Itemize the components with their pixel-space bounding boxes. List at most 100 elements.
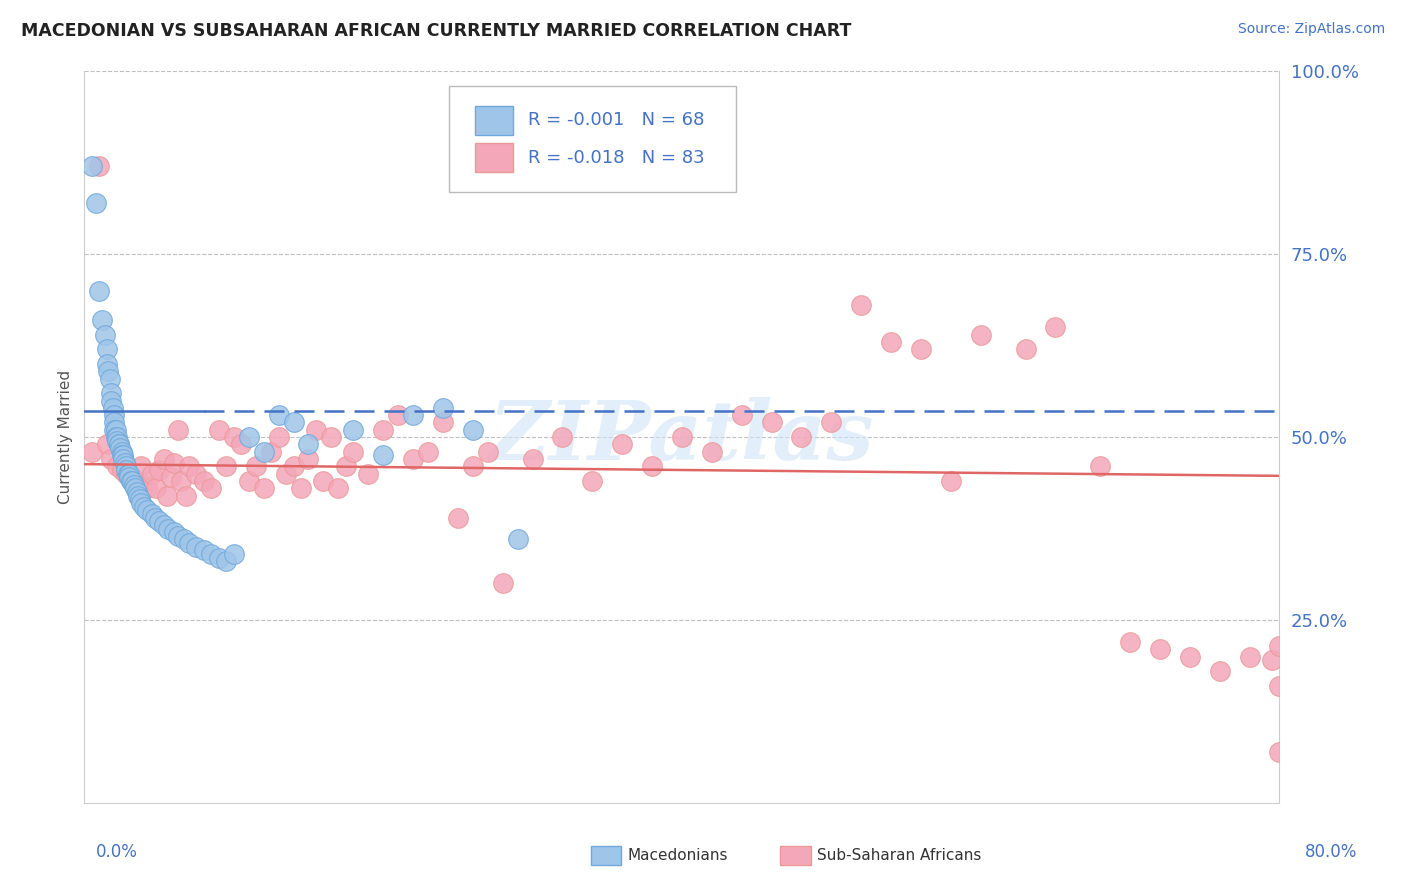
- Point: [319, 430, 342, 444]
- Point: [128, 492, 150, 507]
- Text: 0.0%: 0.0%: [96, 843, 138, 861]
- Point: [86, 196, 108, 211]
- Point: [790, 430, 813, 444]
- Point: [522, 452, 544, 467]
- Point: [238, 474, 260, 488]
- Point: [121, 470, 143, 484]
- Point: [342, 423, 364, 437]
- Point: [910, 343, 932, 357]
- Point: [104, 423, 127, 437]
- Point: [115, 459, 138, 474]
- Point: [132, 477, 156, 491]
- Point: [105, 434, 128, 448]
- Point: [177, 536, 200, 550]
- Point: [125, 474, 148, 488]
- Point: [880, 334, 903, 349]
- Point: [416, 444, 439, 458]
- Point: [114, 456, 136, 470]
- Point: [110, 441, 132, 455]
- Point: [96, 437, 118, 451]
- Point: [447, 510, 470, 524]
- Point: [118, 470, 141, 484]
- Point: [581, 474, 603, 488]
- Point: [89, 284, 111, 298]
- Point: [492, 576, 515, 591]
- Point: [260, 444, 283, 458]
- Point: [118, 467, 141, 481]
- Point: [141, 507, 163, 521]
- Point: [100, 452, 122, 467]
- Point: [1268, 679, 1291, 693]
- Point: [200, 547, 222, 561]
- Point: [551, 430, 574, 444]
- Point: [141, 467, 163, 481]
- Point: [238, 430, 260, 444]
- Point: [1209, 664, 1232, 678]
- Point: [89, 160, 111, 174]
- Point: [145, 481, 167, 495]
- Point: [100, 386, 122, 401]
- Point: [170, 474, 193, 488]
- Point: [387, 408, 409, 422]
- Point: [1149, 642, 1171, 657]
- Point: [305, 423, 328, 437]
- Text: R = -0.018   N = 83: R = -0.018 N = 83: [527, 149, 704, 167]
- Point: [432, 401, 454, 415]
- Point: [186, 540, 208, 554]
- Point: [1090, 459, 1112, 474]
- Point: [177, 459, 200, 474]
- Point: [283, 459, 305, 474]
- Point: [186, 467, 208, 481]
- Point: [136, 503, 159, 517]
- Point: [127, 489, 149, 503]
- Point: [477, 444, 499, 458]
- Point: [173, 533, 195, 547]
- Point: [193, 474, 215, 488]
- Point: [107, 437, 129, 451]
- Point: [373, 448, 395, 462]
- Point: [100, 393, 122, 408]
- Point: [152, 452, 174, 467]
- Text: Sub-Saharan Africans: Sub-Saharan Africans: [817, 848, 981, 863]
- Point: [432, 416, 454, 430]
- Point: [267, 430, 290, 444]
- Point: [342, 444, 364, 458]
- Point: [373, 423, 395, 437]
- Point: [96, 357, 118, 371]
- Point: [222, 547, 245, 561]
- Point: [215, 459, 238, 474]
- Point: [1119, 635, 1142, 649]
- Point: [1261, 653, 1284, 667]
- Point: [111, 444, 134, 458]
- Point: [94, 327, 117, 342]
- Point: [222, 430, 245, 444]
- Point: [215, 554, 238, 568]
- Point: [148, 463, 170, 477]
- Point: [115, 467, 138, 481]
- Point: [112, 452, 135, 467]
- Point: [160, 470, 183, 484]
- Point: [97, 364, 120, 378]
- Point: [208, 550, 231, 565]
- Text: 80.0%: 80.0%: [1305, 843, 1357, 861]
- Point: [152, 517, 174, 532]
- Point: [148, 514, 170, 528]
- Point: [297, 452, 319, 467]
- Point: [731, 408, 754, 422]
- Point: [125, 485, 148, 500]
- Point: [132, 500, 156, 514]
- Point: [136, 481, 159, 495]
- FancyBboxPatch shape: [475, 106, 513, 135]
- Point: [157, 521, 180, 535]
- Point: [129, 496, 152, 510]
- Text: MACEDONIAN VS SUBSAHARAN AFRICAN CURRENTLY MARRIED CORRELATION CHART: MACEDONIAN VS SUBSAHARAN AFRICAN CURRENT…: [21, 22, 852, 40]
- Point: [253, 481, 276, 495]
- Point: [267, 408, 290, 422]
- Point: [939, 474, 962, 488]
- Point: [274, 467, 297, 481]
- Point: [612, 437, 634, 451]
- Point: [461, 459, 484, 474]
- Point: [506, 533, 529, 547]
- Point: [105, 459, 128, 474]
- Point: [328, 481, 350, 495]
